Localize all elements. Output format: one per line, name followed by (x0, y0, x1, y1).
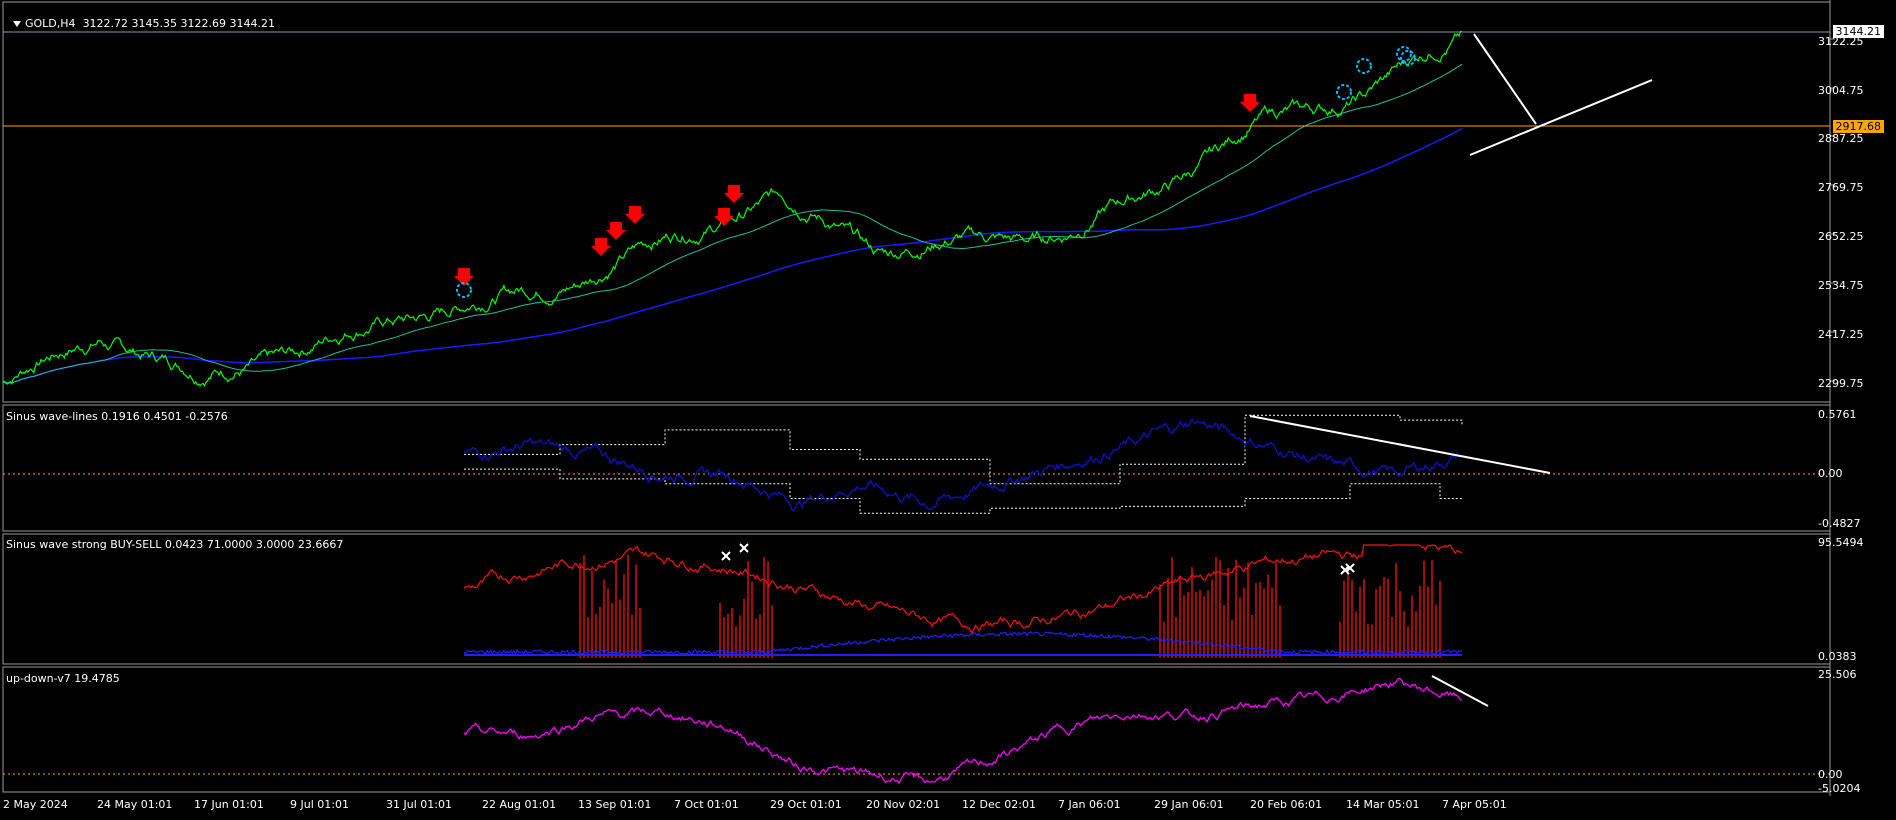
sell-arrow-icon (591, 238, 611, 256)
ind2-axis-top: 95.5494 (1818, 536, 1864, 549)
time-label: 12 Dec 02:01 (962, 798, 1036, 811)
price-label: 2887.25 (1818, 132, 1864, 145)
price-line (2, 30, 1463, 388)
cross-icon (739, 543, 749, 553)
cross-icon (721, 551, 731, 561)
time-label: 17 Jun 01:01 (194, 798, 264, 811)
strong-burst (1339, 559, 1441, 658)
time-label: 13 Sep 01:01 (578, 798, 652, 811)
price-label: 2417.25 (1818, 328, 1864, 341)
sinus-wave-lines-pane (3, 414, 1830, 514)
ind3-axis-top: 25.506 (1818, 668, 1857, 681)
ind1-axis-zero: 0.00 (1818, 467, 1843, 480)
current-price-badge: 3144.21 (1832, 25, 1884, 38)
signal-gear-icon (456, 282, 472, 298)
indicator-1-title: Sinus wave-lines 0.1916 0.4501 -0.2576 (6, 410, 228, 423)
collapse-icon[interactable] (13, 21, 21, 27)
price-label: 3122.25 (1818, 35, 1864, 48)
sinus-wave-strong-pane (463, 543, 1463, 658)
time-label: 24 May 01:01 (97, 798, 173, 811)
ma-fast-line (2, 63, 1463, 384)
sinus-wave-line (463, 417, 1463, 511)
price-label: 2652.25 (1818, 230, 1864, 243)
indicator-3-title: up-down-v7 19.4785 (6, 672, 120, 685)
signal-gear-icon (1396, 46, 1412, 62)
signal-gear-icon (1356, 58, 1372, 74)
time-label: 22 Aug 01:01 (482, 798, 557, 811)
time-label: 14 Mar 05:01 (1346, 798, 1420, 811)
time-label: 29 Jan 06:01 (1154, 798, 1224, 811)
sell-arrow-icon (606, 222, 626, 240)
time-label: 7 Jan 06:01 (1058, 798, 1121, 811)
sell-arrow-icon (1240, 94, 1260, 112)
sell-arrow-icon (454, 268, 474, 286)
time-label: 20 Feb 06:01 (1250, 798, 1323, 811)
price-label: 3004.75 (1818, 84, 1864, 97)
indicator-2-title: Sinus wave strong BUY-SELL 0.0423 71.000… (6, 538, 344, 551)
chart-header: GOLD,H4 3122.72 3145.35 3122.69 3144.21 (6, 4, 275, 30)
cross-icon (1345, 563, 1355, 573)
time-label: 2 May 2024 (3, 798, 68, 811)
ind1-axis-bottom: -0.4827 (1818, 517, 1861, 530)
trendline (1469, 79, 1653, 156)
time-label: 29 Oct 01:01 (770, 798, 842, 811)
time-label: 9 Jul 01:01 (290, 798, 349, 811)
ind3-axis-zero: 0.00 (1818, 768, 1843, 781)
sell-arrow-icon (625, 206, 645, 224)
ma-slow-line (2, 128, 1463, 384)
hline-price-badge[interactable]: 2917.68 (1832, 120, 1884, 133)
cross-icon (1340, 565, 1350, 575)
price-label: 2299.75 (1818, 377, 1864, 390)
sell-arrow-icon (724, 185, 744, 203)
pane-frame (2, 404, 1831, 532)
price-label: 2769.75 (1818, 181, 1864, 194)
signal-gear-icon (1336, 84, 1352, 100)
time-label: 7 Apr 05:01 (1442, 798, 1507, 811)
up-down-line (463, 677, 1463, 785)
pane-frame (2, 533, 1831, 665)
up-down-v7-pane (3, 675, 1830, 785)
trendline (1249, 415, 1551, 474)
lower-envelope (464, 468, 1462, 514)
trendline (1473, 33, 1537, 125)
strong-burst (579, 554, 641, 658)
strong-burst (719, 556, 773, 658)
ind1-axis-top: 0.5761 (1818, 408, 1857, 421)
ind3-axis-bottom: -5.0204 (1818, 782, 1861, 795)
strong-blue-line (463, 631, 1463, 656)
signal-gear-icon (1400, 50, 1416, 66)
time-label: 31 Jul 01:01 (386, 798, 452, 811)
strong-burst (1159, 557, 1281, 658)
ind2-axis-mid: 0.0383 (1818, 650, 1857, 663)
price-label: 2534.75 (1818, 279, 1864, 292)
strong-red-line (463, 544, 1463, 635)
sell-arrow-icon (714, 208, 734, 226)
main-price-pane (2, 30, 1830, 388)
symbol-label: GOLD,H4 (25, 17, 76, 30)
time-label: 7 Oct 01:01 (674, 798, 739, 811)
ohlc-values: 3122.72 3145.35 3122.69 3144.21 (82, 17, 276, 30)
trendline (1431, 675, 1489, 707)
pane-frame (2, 1, 1831, 403)
time-label: 20 Nov 02:01 (866, 798, 941, 811)
